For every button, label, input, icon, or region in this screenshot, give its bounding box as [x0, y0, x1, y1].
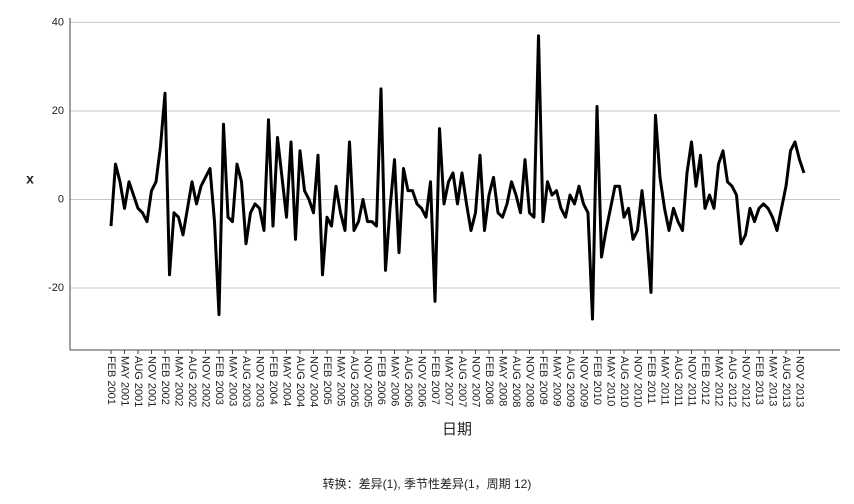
x-tick-label: MAY 2011 — [659, 356, 671, 406]
x-tick-label: MAY 2003 — [227, 356, 239, 406]
x-tick-label: AUG 2011 — [672, 356, 684, 407]
x-tick-label: FEB 2013 — [753, 356, 765, 405]
x-tick-label: AUG 2010 — [618, 356, 630, 407]
y-tick-label: -20 — [48, 282, 64, 294]
x-tick-label: FEB 2002 — [159, 356, 171, 405]
x-tick-label: NOV 2009 — [578, 356, 590, 407]
x-tick-label: FEB 2007 — [429, 356, 441, 405]
x-tick-label: AUG 2003 — [240, 356, 252, 407]
footnote: 转换：差异(1), 季节性差异(1，周期 12) — [323, 476, 532, 491]
x-tick-label: AUG 2002 — [186, 356, 198, 407]
x-tick-label: NOV 2004 — [308, 356, 320, 407]
x-tick-label: NOV 2003 — [254, 356, 266, 407]
y-tick-label: 20 — [52, 105, 64, 117]
x-tick-label: MAY 2006 — [389, 356, 401, 406]
x-tick-label: FEB 2005 — [321, 356, 333, 405]
y-tick-label: 0 — [58, 193, 64, 205]
x-tick-label: NOV 2010 — [632, 356, 644, 407]
x-tick-label: MAY 2007 — [443, 356, 455, 406]
x-tick-label: MAY 2009 — [551, 356, 563, 406]
x-tick-label: AUG 2008 — [510, 356, 522, 407]
x-tick-label: NOV 2006 — [416, 356, 428, 407]
x-axis-label: 日期 — [442, 421, 472, 438]
x-tick-label: NOV 2001 — [146, 356, 158, 407]
x-tick-label: MAY 2013 — [767, 356, 779, 406]
x-tick-label: FEB 2003 — [213, 356, 225, 405]
x-tick-label: MAY 2005 — [335, 356, 347, 406]
x-tick-label: MAY 2012 — [713, 356, 725, 406]
x-tick-label: MAY 2008 — [497, 356, 509, 406]
x-tick-label: FEB 2001 — [105, 356, 117, 405]
x-tick-label: FEB 2009 — [537, 356, 549, 405]
x-tick-label: NOV 2002 — [200, 356, 212, 407]
x-tick-label: AUG 2007 — [456, 356, 468, 407]
x-tick-label: AUG 2009 — [564, 356, 576, 407]
x-tick-label: MAY 2001 — [119, 356, 131, 406]
x-tick-label: AUG 2013 — [780, 356, 792, 407]
x-tick-label: FEB 2006 — [375, 356, 387, 405]
x-tick-label: NOV 2008 — [524, 356, 536, 407]
x-tick-label: AUG 2005 — [348, 356, 360, 407]
x-tick-label: FEB 2004 — [267, 356, 279, 405]
x-tick-label: AUG 2001 — [132, 356, 144, 407]
x-tick-label: AUG 2004 — [294, 356, 306, 407]
x-tick-label: MAY 2004 — [281, 356, 293, 406]
x-tick-label: NOV 2005 — [362, 356, 374, 407]
x-tick-label: NOV 2011 — [686, 356, 698, 407]
x-tick-label: AUG 2012 — [726, 356, 738, 407]
x-tick-label: NOV 2012 — [740, 356, 752, 407]
x-tick-label: NOV 2013 — [794, 356, 806, 407]
x-tick-label: AUG 2006 — [402, 356, 414, 407]
x-tick-label: NOV 2007 — [470, 356, 482, 407]
x-tick-label: FEB 2011 — [645, 356, 657, 404]
x-tick-label: FEB 2008 — [483, 356, 495, 405]
x-tick-label: MAY 2010 — [605, 356, 617, 406]
data-line — [109, 34, 806, 321]
y-tick-label: 40 — [52, 16, 64, 28]
x-tick-label: FEB 2010 — [591, 356, 603, 405]
x-tick-label: FEB 2012 — [699, 356, 711, 405]
x-tick-label: MAY 2002 — [173, 356, 185, 406]
y-axis-label: x — [26, 171, 34, 187]
